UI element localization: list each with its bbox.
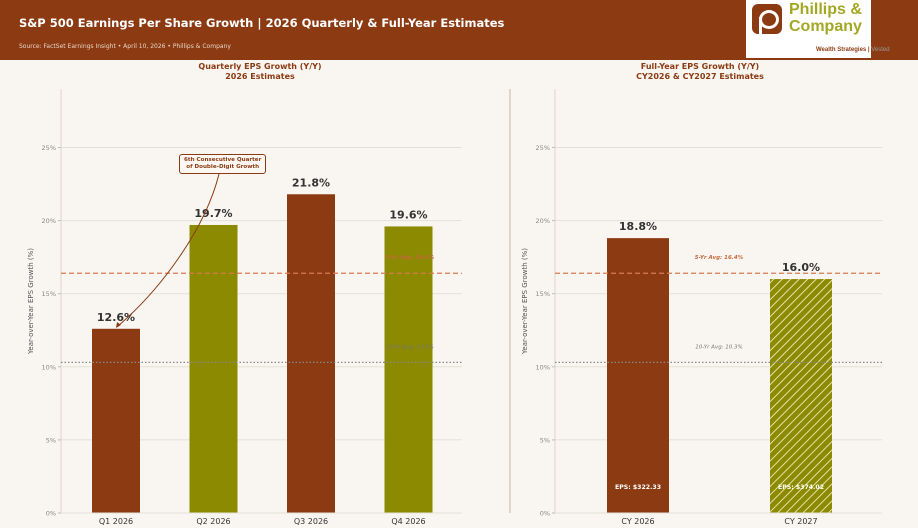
y-tick-label: 20% bbox=[42, 217, 56, 225]
y-axis-label: Year-over-Year EPS Growth (%) bbox=[27, 248, 35, 355]
logo-tagline-suffix: Vested bbox=[871, 47, 890, 53]
y-tick-label: 25% bbox=[536, 144, 550, 152]
y-tick-label: 15% bbox=[42, 290, 56, 298]
fullyear-title-line1: Full-Year EPS Growth (Y/Y) bbox=[640, 62, 760, 71]
five-year-avg-label: 5-Yr Avg: 16.4% bbox=[695, 255, 744, 261]
bar-value-label: 19.7% bbox=[194, 207, 232, 220]
logo-line-2: Company bbox=[789, 18, 862, 35]
y-tick-label: 20% bbox=[536, 217, 550, 225]
fullyear-title-line2: CY2026 & CY2027 Estimates bbox=[636, 72, 764, 81]
quarterly-chart-title: Quarterly EPS Growth (Y/Y) 2026 Estimate… bbox=[150, 62, 370, 82]
y-tick-label: 10% bbox=[42, 363, 56, 371]
fullyear-chart: 0% 5% 10% 15% 20% 25% Year-over-Year EPS Growt… bbox=[521, 89, 882, 526]
ten-year-avg-label: 10-Yr Avg: 10.3% bbox=[386, 344, 434, 350]
bar-value-label: 19.6% bbox=[389, 208, 427, 221]
bar-q3-2026 bbox=[287, 194, 335, 513]
logo-tagline-main: Wealth Strategies bbox=[816, 47, 867, 53]
quarterly-title-line1: Quarterly EPS Growth (Y/Y) bbox=[198, 62, 322, 71]
annotation-line1: 6th Consecutive Quarter bbox=[184, 157, 262, 163]
bar-value-label: 12.6% bbox=[97, 311, 135, 324]
y-axis-label: Year-over-Year EPS Growth (%) bbox=[521, 248, 529, 355]
x-tick-label: Q4 2026 bbox=[391, 517, 425, 526]
x-tick-label: Q2 2026 bbox=[196, 517, 230, 526]
eps-label: EPS: $374.02 bbox=[778, 484, 824, 491]
bar-q1-2026 bbox=[92, 328, 140, 513]
logo-wordmark: Phillips & Company bbox=[789, 1, 862, 35]
phillips-p-logo-icon bbox=[752, 4, 782, 34]
y-tick-label: 0% bbox=[46, 510, 56, 518]
annotation-arrowhead bbox=[116, 322, 121, 328]
y-tick-label: 15% bbox=[536, 290, 550, 298]
annotation-arrow bbox=[117, 173, 220, 327]
bar-value-label: 18.8% bbox=[619, 220, 657, 233]
bar-cy-2026 bbox=[607, 238, 669, 513]
y-tick-label: 0% bbox=[540, 510, 550, 518]
annotation-callout: 6th Consecutive Quarter of Double-Digit … bbox=[179, 154, 267, 174]
quarterly-title-line2: 2026 Estimates bbox=[225, 72, 295, 81]
five-year-avg-label: 5-Yr Avg: 16.4% bbox=[386, 255, 435, 261]
header-banner: S&P 500 Earnings Per Share Growth | 2026… bbox=[0, 0, 918, 60]
x-tick-label: CY 2027 bbox=[784, 517, 817, 526]
x-tick-label: Q1 2026 bbox=[99, 517, 133, 526]
bar-q2-2026 bbox=[189, 224, 238, 513]
logo-tagline: Wealth Strategies | Vested bbox=[816, 47, 890, 53]
ten-year-avg-label: 10-Yr Avg: 10.3% bbox=[695, 344, 743, 350]
company-logo: Phillips & Company Wealth Strategies | V… bbox=[746, 0, 890, 58]
x-tick-label: CY 2026 bbox=[621, 517, 654, 526]
quarterly-chart: 0% 5% 10% 15% 20% 25% Year-over-Year EPS Growt… bbox=[27, 89, 462, 526]
eps-label: EPS: $322.33 bbox=[615, 484, 661, 491]
annotation-line2: of Double-Digit Growth bbox=[186, 164, 260, 170]
bar-q4-2026 bbox=[384, 226, 433, 513]
fullyear-chart-title: Full-Year EPS Growth (Y/Y) CY2026 & CY20… bbox=[590, 62, 810, 82]
page-title: S&P 500 Earnings Per Share Growth | 2026… bbox=[19, 16, 505, 30]
y-tick-label: 25% bbox=[42, 144, 56, 152]
bar-cy-2027 bbox=[770, 279, 832, 513]
x-tick-label: Q3 2026 bbox=[294, 517, 328, 526]
y-tick-label: 5% bbox=[540, 436, 550, 444]
y-tick-label: 10% bbox=[536, 363, 550, 371]
logo-line-1: Phillips & bbox=[789, 1, 862, 18]
y-tick-label: 5% bbox=[46, 436, 56, 444]
bar-value-label: 21.8% bbox=[292, 176, 330, 189]
panel-divider bbox=[509, 89, 511, 513]
bar-value-label: 16.0% bbox=[782, 261, 820, 274]
source-line: Source: FactSet Earnings Insight • April… bbox=[19, 43, 231, 50]
